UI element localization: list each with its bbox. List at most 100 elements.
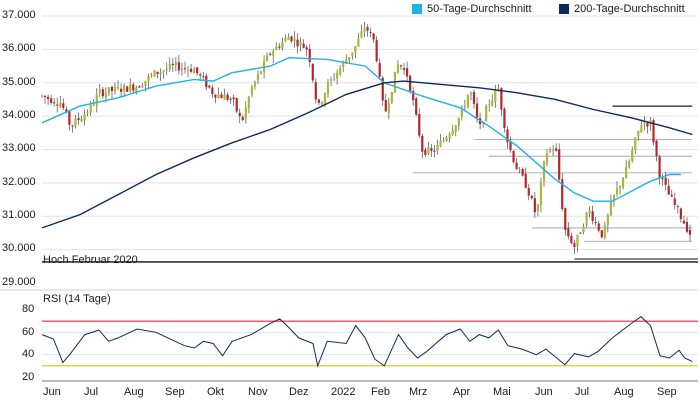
candle-body [640, 124, 643, 133]
candle-body [442, 140, 445, 142]
candle-body [317, 99, 320, 103]
candle-body [405, 68, 409, 77]
candle-body [418, 114, 421, 136]
y-tick-label: 32.000 [2, 176, 36, 188]
candle-body [86, 112, 89, 114]
candle-body [500, 88, 503, 110]
candle-body [311, 64, 314, 81]
candle-body [667, 185, 670, 195]
candle-body [144, 80, 147, 87]
candle-body [682, 220, 686, 224]
x-tick-label: Apr [453, 386, 471, 398]
candle-body [168, 63, 171, 70]
x-tick-label: Okt [207, 386, 225, 398]
candle-body [80, 118, 83, 122]
candle-body [214, 94, 217, 98]
candle-body [600, 230, 603, 238]
candle-body [588, 210, 591, 214]
candle-body [506, 129, 509, 143]
candle-body [354, 46, 357, 53]
rsi-title: RSI (14 Tage) [43, 293, 111, 305]
candle-body [62, 103, 65, 108]
candle-body [339, 67, 342, 75]
candle-body [126, 86, 129, 92]
candle-body [226, 94, 229, 100]
x-tick-label: Jul [84, 386, 99, 398]
candle-body [652, 120, 655, 143]
candle-body [518, 169, 521, 171]
candle-body [485, 106, 488, 122]
candle-body [527, 188, 530, 196]
rsi-y-tick-label: 60 [22, 326, 35, 338]
candle-body [132, 84, 135, 91]
candle-body [664, 177, 667, 185]
candle-body [92, 104, 95, 106]
legend-ma200-label: 200-Tage-Durchschnitt [574, 3, 685, 15]
hoch-februar-label: Hoch Februar 2020 [43, 254, 138, 266]
candle-body [53, 102, 56, 104]
candle-body [564, 208, 567, 230]
y-tick-label: 37.000 [2, 9, 36, 21]
candle-body [266, 55, 269, 61]
candle-body [658, 156, 661, 179]
candle-body [676, 206, 679, 208]
reference-lines [42, 105, 698, 263]
candle-body [205, 75, 208, 88]
legend-ma50-label: 50-Tage-Durchschnitt [427, 3, 532, 15]
candle-body [332, 78, 336, 80]
candle-body [612, 194, 616, 201]
candle-body [180, 68, 184, 70]
candle-body [223, 94, 226, 100]
candle-body [229, 98, 232, 100]
candle-body [116, 86, 120, 89]
y-tick-label: 30.000 [2, 242, 36, 254]
candle-body [533, 198, 536, 213]
candle-body [113, 86, 117, 92]
candle-body [302, 43, 305, 48]
candle-body [177, 62, 181, 71]
rsi-y-tick-label: 80 [22, 303, 35, 315]
x-tick-label: Sep [165, 386, 185, 398]
candle-body [150, 74, 153, 76]
candle-body [141, 85, 144, 88]
candle-body [646, 123, 649, 127]
candle-body [120, 88, 123, 92]
candle-body [375, 40, 378, 61]
rsi-y-tick-label: 40 [22, 348, 35, 360]
candle-body [220, 94, 223, 99]
candle-body [196, 67, 199, 74]
candle-body [107, 87, 111, 94]
candle-body [272, 51, 275, 56]
y-tick-label: 33.000 [2, 142, 36, 154]
candle-body [238, 112, 241, 117]
candle-body [147, 76, 150, 82]
candle-body [89, 104, 92, 113]
candle-body [615, 188, 619, 195]
candle-body [609, 201, 613, 216]
candle-body [491, 100, 494, 106]
candle-body [387, 103, 390, 113]
candle-body [235, 98, 238, 112]
candle-body [56, 104, 59, 106]
candle-body [186, 69, 190, 71]
candle-body [95, 94, 98, 106]
candle-body [415, 98, 418, 115]
x-tick-label: Mrz [409, 386, 428, 398]
candle-body [275, 46, 278, 51]
candle-body [278, 46, 281, 48]
candle-body [679, 208, 682, 219]
candle-body [199, 74, 202, 76]
candle-body [345, 59, 348, 64]
x-tick-label: Sep [657, 386, 677, 398]
candle-body [433, 150, 436, 152]
candle-body [585, 212, 588, 226]
candle-body [372, 33, 375, 40]
candle-body [594, 222, 597, 224]
candle-body [396, 64, 400, 74]
candle-body [296, 39, 299, 47]
candle-body [424, 149, 427, 155]
rsi-line [41, 316, 693, 368]
axis-lines [0, 289, 698, 382]
candle-body [621, 178, 625, 188]
candle-body [153, 70, 156, 77]
